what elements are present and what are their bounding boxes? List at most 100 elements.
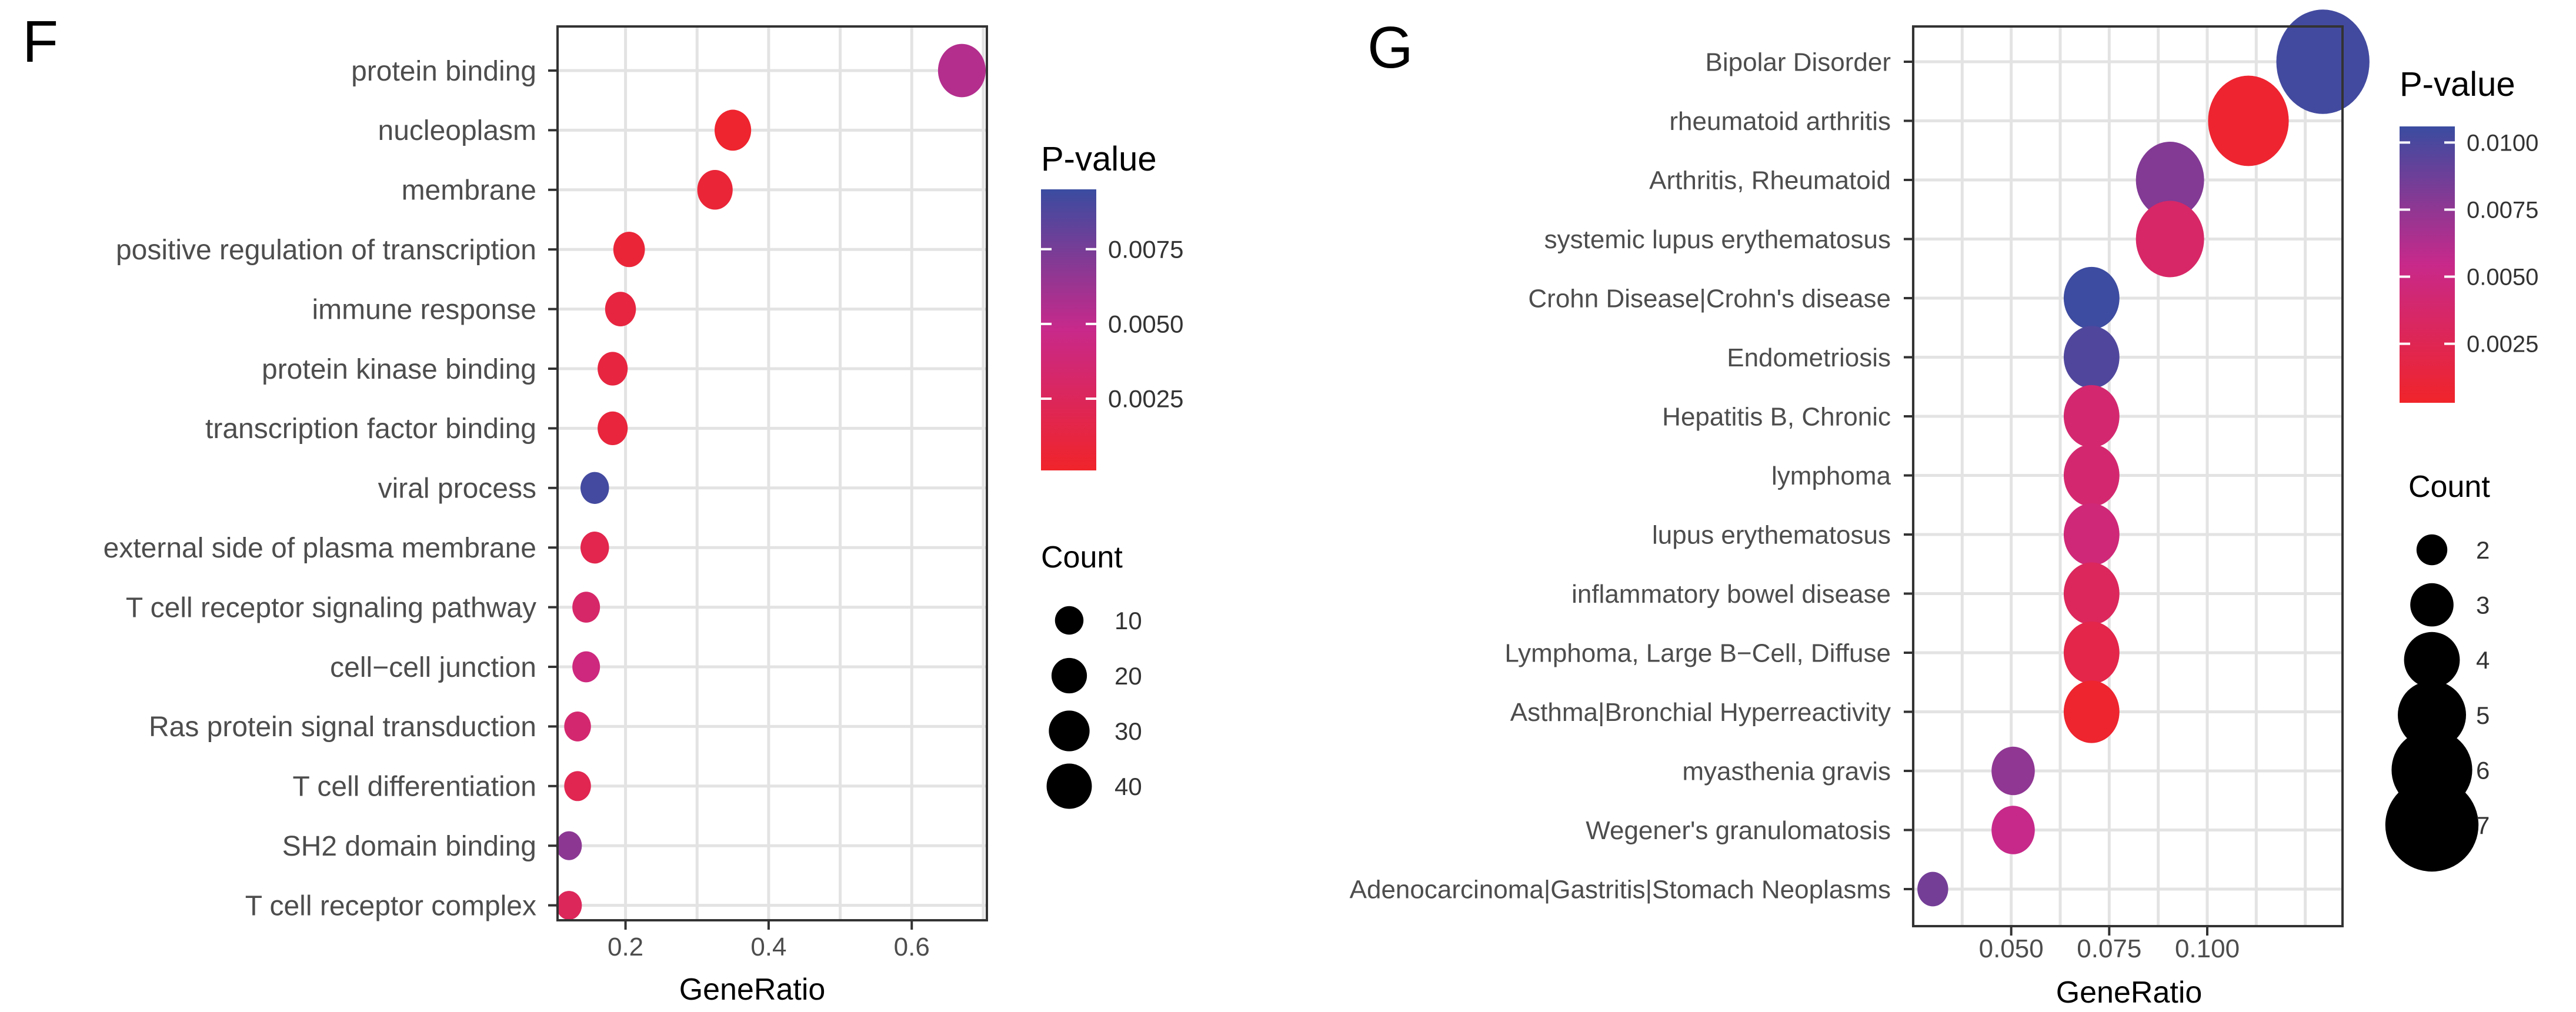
x-tick-label: 0.2 — [608, 933, 643, 961]
panel-g-points — [1917, 9, 2370, 907]
data-point — [1991, 746, 2035, 796]
data-point — [598, 411, 628, 446]
panel-f-color-legend-ticks: 0.0025 0.0050 0.0075 — [1041, 235, 1183, 413]
y-tick-label: immune response — [312, 294, 536, 325]
y-tick-label: positive regulation of transcription — [116, 235, 536, 266]
data-point — [2063, 266, 2120, 330]
data-point — [598, 352, 628, 386]
x-tick-label: 0.4 — [750, 933, 786, 961]
size-legend-dot — [1046, 763, 1092, 809]
size-legend-dot — [1049, 710, 1090, 752]
y-tick-label: transcription factor binding — [205, 413, 536, 445]
data-point — [2063, 680, 2120, 743]
data-point — [2276, 9, 2370, 114]
panel-f-grid — [558, 26, 987, 920]
y-tick-label: T cell receptor signaling pathway — [126, 592, 536, 623]
data-point — [2063, 503, 2120, 566]
size-legend-label: 6 — [2476, 756, 2490, 784]
y-tick-label: lupus erythematosus — [1652, 520, 1891, 549]
data-point — [2063, 385, 2120, 448]
size-legend-dot — [2385, 778, 2479, 872]
panel-g-color-legend-ticks: 0.0025 0.0050 0.0075 0.0100 — [2400, 130, 2538, 358]
y-tick-label: rheumatoid arthritis — [1669, 107, 1891, 136]
color-legend-tick-label: 0.0025 — [2467, 332, 2538, 358]
size-legend-label: 7 — [2476, 811, 2490, 839]
panel-g-size-legend-title: Count — [2408, 470, 2490, 504]
y-tick-label: Wegener's granulomatosis — [1586, 816, 1891, 845]
size-legend-dot — [1055, 606, 1084, 635]
color-legend-tick-label: 0.0100 — [2467, 130, 2538, 156]
size-legend-dot — [2416, 534, 2448, 566]
data-point — [2063, 621, 2120, 684]
panel-g-color-legend-title: P-value — [2400, 65, 2515, 103]
panel-f-chart: protein binding nucleoplasm membrane positi… — [104, 25, 1183, 1007]
color-legend-tick-label: 0.0075 — [1108, 235, 1183, 263]
data-point — [2063, 444, 2120, 507]
data-point — [580, 472, 609, 504]
y-tick-label: Arthritis, Rheumatoid — [1649, 166, 1891, 195]
size-legend-dot — [1051, 657, 1087, 694]
y-tick-label: Adenocarcinoma|Gastritis|Stomach Neoplas… — [1350, 875, 1891, 904]
data-point — [556, 831, 582, 860]
size-legend-label: 40 — [1115, 773, 1142, 800]
size-legend-label: 30 — [1115, 717, 1142, 745]
data-point — [605, 292, 636, 326]
size-legend-label: 3 — [2476, 592, 2490, 619]
panel-f-size-legend-title: Count — [1041, 540, 1123, 575]
y-tick-label: SH2 domain binding — [282, 831, 536, 862]
data-point — [2135, 201, 2204, 278]
color-legend-tick-label: 0.0050 — [1108, 310, 1183, 338]
y-tick-label: cell−cell junction — [330, 652, 536, 683]
panel-f-color-legend-bar — [1041, 189, 1096, 470]
y-tick-label: nucleoplasm — [378, 115, 536, 146]
size-legend-label: 10 — [1115, 607, 1142, 634]
panel-f-label: F — [22, 9, 58, 75]
y-tick-label: Asthma|Bronchial Hyperreactivity — [1510, 698, 1891, 727]
data-point — [613, 232, 645, 268]
y-tick-label: inflammatory bowel disease — [1571, 580, 1891, 609]
data-point — [572, 592, 600, 623]
panel-f-y-axis: protein binding nucleoplasm membrane positi… — [104, 56, 558, 921]
data-point — [2063, 562, 2120, 625]
y-tick-label: Ras protein signal transduction — [149, 712, 536, 743]
panel-g-grid — [1911, 26, 2343, 926]
y-tick-label: Crohn Disease|Crohn's disease — [1528, 284, 1891, 313]
y-tick-label: T cell differentiation — [293, 771, 536, 803]
size-legend-label: 2 — [2476, 536, 2490, 564]
y-tick-label: protein binding — [351, 56, 536, 87]
panel-g-size-legend: 2 3 4 5 6 7 — [2385, 534, 2490, 872]
panel-f-plot-background — [558, 26, 987, 920]
x-tick-label: 0.100 — [2175, 934, 2240, 963]
panel-g-x-axis-title: GeneRatio — [2056, 976, 2203, 1010]
size-legend-dot — [2404, 632, 2460, 688]
panel-f-points — [556, 44, 986, 920]
panel-f-color-legend-title: P-value — [1041, 140, 1157, 178]
y-tick-label: systemic lupus erythematosus — [1544, 225, 1891, 254]
data-point — [2208, 75, 2289, 166]
color-legend-tick-label: 0.0025 — [1108, 385, 1183, 413]
panel-f-x-axis-title: GeneRatio — [679, 973, 826, 1007]
y-tick-label: Lymphoma, Large B−Cell, Diffuse — [1504, 639, 1891, 667]
panel-g-x-axis: 0.050 0.075 0.100 — [1979, 926, 2240, 963]
y-tick-label: Endometriosis — [1727, 343, 1891, 372]
y-tick-label: external side of plasma membrane — [104, 533, 536, 564]
data-point — [697, 170, 733, 210]
x-tick-label: 0.075 — [2077, 934, 2141, 963]
data-point — [937, 44, 986, 98]
size-legend-label: 20 — [1115, 662, 1142, 690]
y-tick-label: Hepatitis B, Chronic — [1662, 402, 1891, 431]
data-point — [564, 711, 591, 742]
size-legend-label: 4 — [2476, 646, 2490, 674]
y-tick-label: myasthenia gravis — [1682, 757, 1891, 786]
size-legend-dot — [2398, 680, 2466, 749]
panel-g-label: G — [1367, 15, 1413, 81]
size-legend-label: 5 — [2476, 702, 2490, 729]
x-tick-label: 0.6 — [894, 933, 930, 961]
y-tick-label: membrane — [402, 175, 536, 206]
color-legend-tick-label: 0.0050 — [2467, 265, 2538, 290]
y-tick-label: Bipolar Disorder — [1706, 48, 1891, 76]
panel-f-x-axis: 0.2 0.4 0.6 — [608, 920, 930, 961]
data-point — [1991, 806, 2035, 854]
panel-g-y-axis: Bipolar Disorder rheumatoid arthritis Arth… — [1350, 48, 1913, 904]
